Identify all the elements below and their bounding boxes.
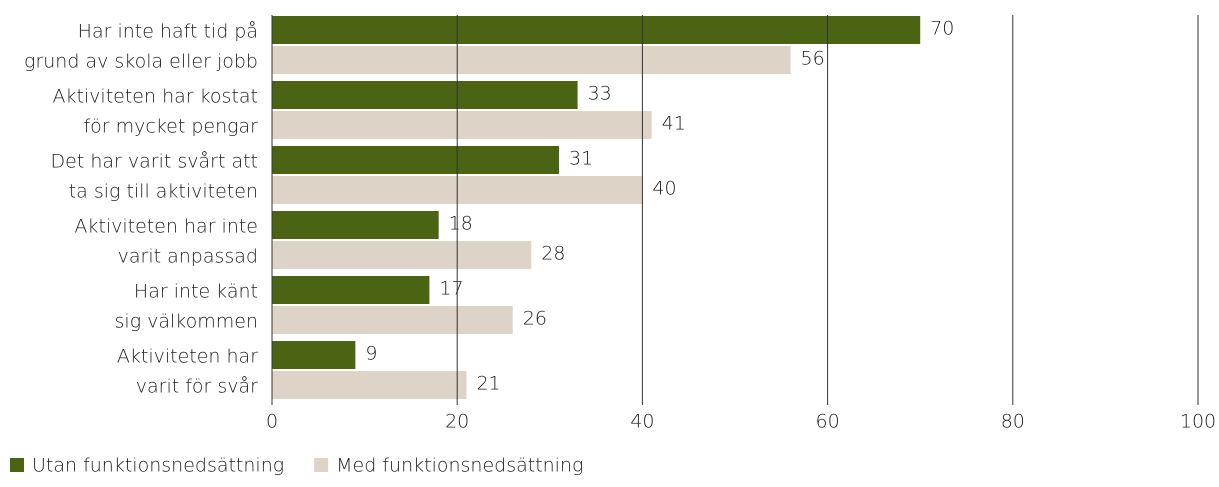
category-label: ta sig till aktiviteten [69, 181, 258, 203]
category-label: Har inte känt [134, 281, 258, 303]
category-label: Aktiviteten har [117, 346, 258, 368]
x-tick-label: 80 [1001, 411, 1025, 433]
category-label: för mycket pengar [83, 116, 258, 138]
x-tick-label: 40 [630, 411, 654, 433]
category-label: Har inte haft tid på [78, 21, 258, 43]
value-label: 33 [588, 83, 612, 105]
bar [272, 276, 430, 304]
value-label: 40 [652, 178, 676, 200]
bar [272, 371, 467, 399]
bar [272, 111, 652, 139]
value-label: 9 [365, 343, 377, 365]
legend-label: Utan funktionsnedsättning [32, 455, 284, 477]
category-label: sig välkommen [115, 311, 258, 333]
legend-swatch [10, 458, 24, 472]
value-label: 26 [523, 308, 547, 330]
value-label: 56 [801, 48, 825, 70]
value-label: 28 [541, 243, 565, 265]
x-tick-label: 0 [266, 411, 278, 433]
bar [272, 46, 791, 74]
category-label: varit för svår [136, 376, 258, 398]
category-label: Aktiviteten har inte [74, 216, 258, 238]
category-label: Det har varit svårt att [51, 151, 258, 173]
bar [272, 211, 439, 239]
bar [272, 241, 532, 269]
x-tick-label: 20 [445, 411, 469, 433]
legend-swatch [314, 458, 329, 472]
category-label: Aktiviteten har kostat [52, 86, 258, 108]
value-label: 41 [662, 113, 686, 135]
bar [272, 306, 513, 334]
legend-label: Med funktionsnedsättning [336, 455, 583, 477]
x-tick-label: 100 [1180, 411, 1216, 433]
category-label: grund av skola eller jobb [24, 51, 258, 73]
bar [272, 16, 921, 44]
bar [272, 341, 356, 369]
bar [272, 146, 560, 174]
value-label: 70 [930, 18, 954, 40]
x-tick-label: 60 [816, 411, 840, 433]
value-label: 17 [439, 278, 463, 300]
value-label: 21 [476, 373, 500, 395]
value-label: 31 [569, 148, 593, 170]
value-label: 18 [449, 213, 473, 235]
category-label: varit anpassad [118, 246, 258, 268]
bar [272, 81, 578, 109]
